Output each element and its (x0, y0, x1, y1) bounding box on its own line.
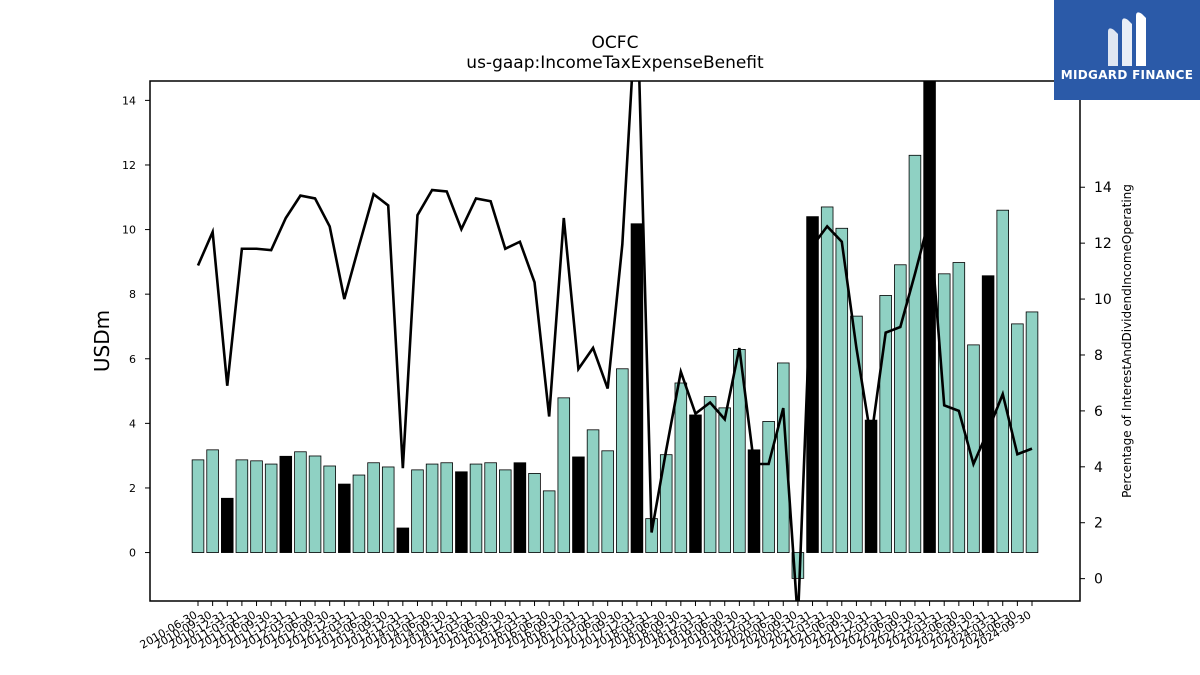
line-series (196, 81, 1033, 601)
bar-2024-06-30 (1011, 323, 1024, 553)
bar-2012-03-31 (294, 451, 307, 553)
bar-2024-09-30 (1025, 311, 1039, 553)
bar-2013-09-30 (381, 466, 395, 553)
bar-2014-06-30 (425, 463, 439, 553)
bar-2018-12-31 (689, 414, 702, 553)
bar-2021-09-30 (850, 315, 863, 553)
y-tick-label: 10 (122, 224, 136, 237)
bar-2016-12-31 (572, 456, 585, 553)
bar-2011-06-30 (250, 460, 263, 553)
y-tick-label: 8 (129, 288, 136, 301)
y-axis-label: USDm (90, 310, 114, 372)
bars-group (191, 80, 1039, 579)
bar-2011-09-30 (264, 463, 278, 553)
bar-2016-09-30 (557, 397, 571, 553)
bar-2022-06-30 (894, 264, 907, 553)
bar-2017-03-31 (586, 429, 600, 553)
bar-2015-09-30 (499, 469, 512, 553)
bar-2010-09-30 (206, 449, 219, 553)
plot-frame (149, 80, 1081, 602)
y-axis-right-label: Percentage of InterestAndDividendIncomeO… (1120, 184, 1134, 498)
y-tick-label: 4 (129, 417, 136, 430)
y-right-tick-label: 6 (1094, 404, 1103, 420)
bar-2014-12-31 (455, 471, 468, 553)
bar-2013-03-31 (352, 474, 366, 553)
bar-2022-03-31 (879, 295, 892, 553)
bar-2012-09-30 (323, 465, 336, 553)
y-tick-label: 14 (122, 94, 136, 107)
y-tick-label: 2 (129, 482, 136, 495)
bar-2018-09-30 (674, 382, 688, 553)
bar-2013-06-30 (367, 462, 380, 553)
bar-2010-12-31 (221, 497, 234, 553)
bar-2015-03-31 (469, 463, 483, 553)
bar-2010-06-30 (191, 459, 205, 553)
y-right-tick-label: 12 (1094, 236, 1112, 252)
bar-2020-06-30 (777, 362, 790, 553)
chart-title: OCFC (592, 33, 639, 53)
bar-2012-06-30 (308, 455, 322, 553)
bar-2017-09-30 (616, 368, 629, 553)
chart-subtitle: us-gaap:IncomeTaxExpenseBenefit (466, 53, 764, 73)
bar-2023-03-31 (937, 273, 951, 553)
bar-2014-09-30 (440, 462, 453, 553)
bar-2015-06-30 (484, 462, 497, 553)
bar-2019-03-31 (703, 396, 717, 553)
bar-2012-12-31 (338, 483, 351, 553)
y-right-tick-label: 0 (1094, 572, 1103, 588)
bar-2022-12-31 (923, 80, 936, 553)
bar-2019-12-31 (747, 449, 761, 553)
bar-2015-12-31 (513, 462, 527, 553)
bar-2011-03-31 (235, 459, 249, 553)
y-tick-label: 12 (122, 159, 136, 172)
y-tick-label: 6 (129, 353, 136, 366)
bar-2020-09-30 (791, 552, 805, 579)
bar-2022-09-30 (908, 154, 922, 553)
bar-2014-03-31 (411, 469, 424, 553)
bar-2020-03-31 (762, 421, 775, 553)
y-right-tick-label: 4 (1094, 460, 1103, 476)
y-right-tick-label: 10 (1094, 292, 1112, 308)
midgard-m-icon (1108, 12, 1146, 66)
brand-logo: MIDGARD FINANCE (1054, 0, 1200, 100)
bar-2021-06-30 (835, 227, 849, 553)
brand-name: MIDGARD FINANCE (1060, 68, 1194, 82)
line-group (196, 81, 1033, 601)
bar-2023-12-31 (981, 275, 995, 553)
bar-2011-12-31 (279, 455, 293, 553)
bar-2017-06-30 (601, 450, 614, 553)
bar-2016-06-30 (542, 490, 556, 553)
bar-2019-06-30 (718, 407, 731, 553)
bar-2013-12-31 (396, 527, 410, 553)
y-right-tick-label: 14 (1094, 180, 1112, 196)
y-tick-label: 0 (129, 547, 136, 560)
bar-2023-06-30 (952, 262, 966, 553)
y-right-tick-label: 2 (1094, 516, 1103, 532)
axes-group: 02468101214024681012142010-06-302010-09-… (122, 94, 1112, 651)
y-right-tick-label: 8 (1094, 348, 1103, 364)
bar-2021-03-31 (820, 206, 834, 553)
bar-2024-03-31 (996, 209, 1009, 553)
bar-2017-12-31 (630, 223, 644, 553)
bar-2016-03-31 (528, 473, 541, 553)
bar-2021-12-31 (864, 419, 878, 553)
